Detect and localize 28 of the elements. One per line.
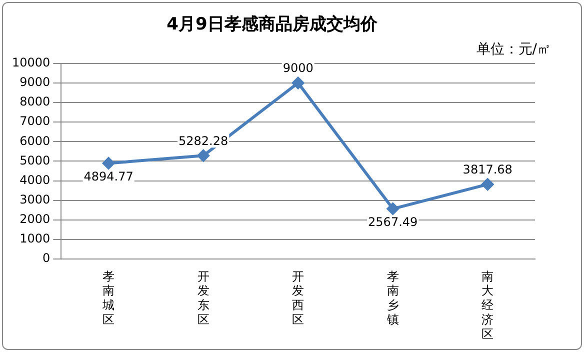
x-tick-label: 孝南城区: [102, 269, 115, 327]
y-tick-label: 5000: [20, 153, 50, 168]
data-label: 2567.49: [368, 214, 418, 229]
point: [292, 76, 304, 89]
y-tick-label: 10000: [12, 56, 50, 70]
y-tick-label: 7000: [20, 114, 50, 128]
data-label: 4894.77: [84, 169, 134, 184]
data-label: 9000: [282, 61, 314, 76]
x-tick-label: 南大经济区: [482, 269, 494, 341]
point: [102, 157, 115, 170]
x-tick-label: 开发东区: [197, 269, 210, 327]
point: [386, 202, 399, 215]
y-tick-label: 2000: [20, 212, 50, 226]
data-label: 5282.28: [178, 134, 228, 148]
chart-title: 4月9日孝感商品房成交均价: [166, 14, 378, 35]
y-tick-label: 0: [42, 251, 50, 266]
point: [197, 150, 210, 162]
text: 单位：元/㎡: [476, 42, 551, 58]
y-tick-label: 1000: [20, 232, 50, 246]
y-tick-label: 8000: [20, 94, 50, 109]
y-tick-label: 4000: [20, 172, 50, 187]
x-tick-label: 孝南乡镇: [386, 269, 399, 327]
y-tick-label: 9000: [20, 75, 50, 90]
x-tick-label: 开发西区: [292, 269, 304, 327]
data-label: 3817.68: [462, 162, 512, 176]
y-tick-label: 6000: [20, 134, 50, 148]
point: [482, 178, 494, 190]
y-tick-label: 3000: [20, 192, 50, 206]
